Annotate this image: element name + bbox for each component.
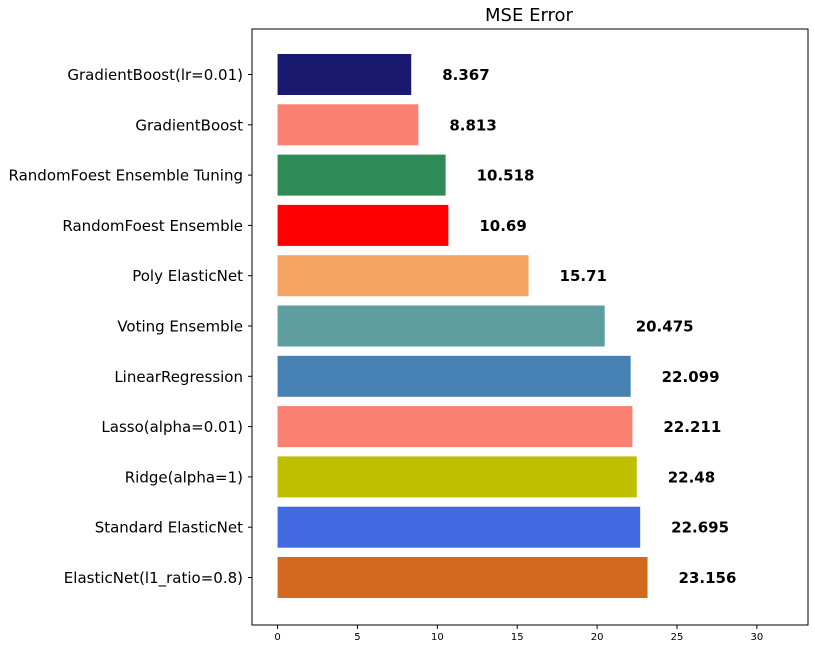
y-axis: GradientBoost(lr=0.01) GradientBoost Rando… — [9, 66, 252, 588]
value-label: 23.156 — [679, 569, 737, 587]
x-tick-label: 5 — [354, 632, 360, 643]
value-label: 22.48 — [668, 468, 715, 486]
value-label: 15.71 — [560, 267, 607, 285]
value-labels-group: 8.367 8.813 10.518 10.69 15.71 20.475 22.099 22… — [442, 66, 736, 587]
bar — [277, 557, 648, 598]
y-tick-label: RandomFoest Ensemble — [62, 217, 243, 235]
y-tick-label: GradientBoost — [135, 116, 243, 134]
x-axis: 0 5 10 15 20 25 30 — [274, 625, 763, 643]
bar — [277, 406, 633, 448]
bar — [277, 154, 446, 196]
bar — [277, 355, 631, 397]
y-tick-label: Poly ElasticNet — [132, 267, 243, 285]
y-tick-label: Standard ElasticNet — [95, 519, 243, 537]
value-label: 22.099 — [662, 368, 720, 386]
y-tick-label: Voting Ensemble — [117, 318, 243, 336]
value-label: 10.518 — [477, 167, 535, 185]
bar — [277, 104, 419, 146]
bar — [277, 54, 412, 95]
value-label: 8.813 — [449, 116, 496, 134]
plot-area-frame — [251, 28, 809, 626]
bar — [277, 204, 449, 246]
bar — [277, 456, 637, 498]
value-label: 8.367 — [442, 66, 489, 84]
x-tick-label: 20 — [591, 632, 604, 643]
value-label: 22.695 — [671, 519, 729, 537]
bars-group — [277, 54, 648, 598]
x-tick-label: 10 — [431, 632, 444, 643]
value-label: 20.475 — [636, 318, 694, 336]
x-tick-label: 30 — [751, 632, 764, 643]
x-tick-label: 25 — [671, 632, 684, 643]
y-tick-label: LinearRegression — [114, 368, 243, 386]
bar — [277, 305, 605, 347]
bar — [277, 506, 641, 548]
y-tick-label: Lasso(alpha=0.01) — [101, 418, 243, 436]
y-tick-label: RandomFoest Ensemble Tuning — [9, 167, 244, 185]
bar — [277, 255, 529, 297]
value-label: 22.211 — [663, 418, 721, 436]
x-tick-label: 15 — [511, 632, 524, 643]
y-tick-label: ElasticNet(l1_ratio=0.8) — [64, 569, 243, 588]
chart-title: MSE Error — [485, 5, 574, 26]
y-tick-label: Ridge(alpha=1) — [125, 468, 243, 486]
x-tick-label: 0 — [274, 632, 280, 643]
y-tick-label: GradientBoost(lr=0.01) — [67, 66, 243, 84]
value-label: 10.69 — [479, 217, 526, 235]
